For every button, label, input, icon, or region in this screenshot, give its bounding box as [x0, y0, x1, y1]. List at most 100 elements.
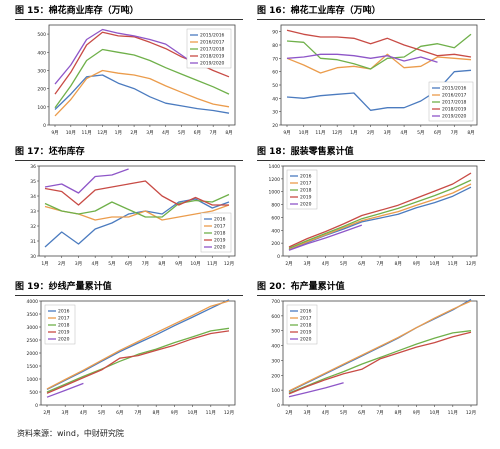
x-tick-label: 3月 — [304, 261, 311, 267]
x-tick-label: 12月 — [224, 261, 234, 267]
legend-label: 2017 — [300, 181, 312, 187]
legend-label: 2020 — [300, 337, 312, 343]
y-tick-label: 1200 — [269, 177, 281, 183]
x-tick-label: 11月 — [206, 410, 216, 416]
series-line-2017 — [288, 300, 472, 392]
x-tick-label: 6月 — [358, 410, 365, 416]
x-tick-label: 11月 — [315, 130, 325, 136]
chart-c16: 20 30 40 50 60 70 80 90 9月 10月 11月 12月 1月 2月 3月 4月 5月 6月 7… — [272, 24, 478, 136]
legend-label: 2016/2017 — [442, 93, 467, 99]
series-line-2018 — [288, 330, 472, 394]
x-tick-label: 6月 — [125, 261, 132, 267]
y-tick-label: 400 — [271, 228, 280, 234]
y-tick-label: 500 — [29, 390, 38, 396]
legend-label: 2016 — [300, 174, 312, 180]
y-tick-label: 800 — [271, 203, 280, 209]
x-tick-label: 7月 — [209, 130, 216, 136]
x-tick-label: 8月 — [395, 410, 402, 416]
series-line-2020 — [46, 382, 84, 398]
x-tick-label: 7月 — [376, 410, 383, 416]
legend-label: 2018/2019 — [200, 54, 225, 60]
legend-label: 2018 — [300, 188, 312, 194]
source-note: 资料来源：wind，中财研究院 — [17, 429, 124, 438]
y-tick-label: 70 — [272, 56, 278, 62]
series-line-2016-2017 — [54, 69, 230, 117]
y-tick-label: 300 — [271, 358, 280, 364]
x-tick-label: 6月 — [116, 410, 123, 416]
series-line-2018 — [288, 179, 472, 249]
series-line-2018 — [44, 193, 230, 218]
chart-c15: 0 100 200 300 400 500 9月 10月 11月 12月 1月 2月 3月 4月 5月 6月 7… — [37, 24, 236, 136]
series-line-2019 — [44, 180, 229, 206]
series-line-2020 — [44, 168, 129, 194]
legend-label: 2016 — [214, 217, 226, 223]
x-tick-label: 9月 — [413, 410, 420, 416]
x-tick-label: 12月 — [466, 410, 476, 416]
y-tick-label: 20 — [272, 123, 278, 129]
x-tick-label: 10月 — [190, 261, 200, 267]
y-tick-label: 100 — [271, 388, 280, 394]
y-tick-label: 0 — [43, 123, 46, 129]
y-tick-label: 1000 — [27, 377, 39, 383]
x-tick-label: 3月 — [75, 261, 82, 267]
x-tick-label: 4月 — [322, 410, 329, 416]
x-tick-label: 2月 — [367, 130, 374, 136]
y-tick-label: 3500 — [27, 312, 39, 318]
chart-title: 图 17：坯布库存 — [15, 144, 243, 161]
x-tick-label: 8月 — [395, 261, 402, 267]
x-tick-label: 2月 — [130, 130, 137, 136]
y-tick-label: 200 — [271, 373, 280, 379]
legend-label: 2019 — [300, 195, 312, 201]
x-tick-label: 3月 — [62, 410, 69, 416]
legend-label: 2015/2016 — [200, 33, 225, 39]
x-tick-label: 8月 — [225, 130, 232, 136]
y-tick-label: 80 — [272, 43, 278, 49]
legend-label: 2016 — [300, 309, 312, 315]
series-line-2019 — [288, 172, 472, 248]
y-tick-label: 1500 — [27, 364, 39, 370]
panel-c19: 图 19：纱线产量累计值 0 500 1000 1500 2000 2500 3000 350… — [15, 279, 243, 423]
x-tick-label: 11月 — [448, 410, 458, 416]
chart-c19: 0 500 1000 1500 2000 2500 3000 3500 4000 2月 3月 4月 5月… — [27, 299, 236, 416]
x-tick-label: 4月 — [400, 130, 407, 136]
x-tick-label: 10月 — [429, 261, 439, 267]
y-tick-label: 60 — [272, 70, 278, 76]
x-tick-label: 10月 — [299, 130, 309, 136]
legend-label: 2017/2018 — [200, 47, 225, 53]
y-tick-label: 0 — [277, 254, 280, 260]
y-tick-label: 100 — [37, 105, 46, 111]
chart-title: 图 20：布产量累计值 — [257, 279, 485, 296]
legend-label: 2018 — [300, 323, 312, 329]
y-tick-label: 35 — [30, 179, 36, 185]
x-tick-label: 7月 — [134, 410, 141, 416]
series-line-2016-2017 — [286, 53, 472, 74]
y-tick-label: 300 — [37, 68, 46, 74]
y-tick-label: 34 — [30, 194, 36, 200]
x-tick-label: 7月 — [376, 261, 383, 267]
x-tick-label: 11月 — [82, 130, 92, 136]
legend-label: 2020 — [300, 202, 312, 208]
x-tick-label: 8月 — [153, 410, 160, 416]
legend-label: 2017 — [214, 224, 226, 230]
x-tick-label: 4月 — [80, 410, 87, 416]
x-tick-label: 8月 — [467, 130, 474, 136]
legend-label: 2019 — [214, 238, 226, 244]
x-tick-label: 11月 — [448, 261, 458, 267]
x-tick-label: 7月 — [451, 130, 458, 136]
y-tick-label: 200 — [271, 241, 280, 247]
y-tick-label: 3000 — [27, 325, 39, 331]
legend-label: 2017 — [58, 316, 70, 322]
chart-title: 图 18：服装零售累计值 — [257, 144, 485, 161]
y-tick-label: 40 — [272, 96, 278, 102]
legend-label: 2015/2016 — [442, 86, 467, 92]
series-line-2017-2018 — [54, 48, 230, 109]
x-tick-label: 9月 — [175, 261, 182, 267]
chart-title: 图 15：棉花商业库存（万吨） — [15, 3, 243, 20]
x-tick-label: 3月 — [146, 130, 153, 136]
chart-title: 图 16：棉花工业库存（万吨） — [257, 3, 485, 20]
x-tick-label: 12月 — [97, 130, 107, 136]
legend-label: 2018 — [58, 323, 70, 329]
